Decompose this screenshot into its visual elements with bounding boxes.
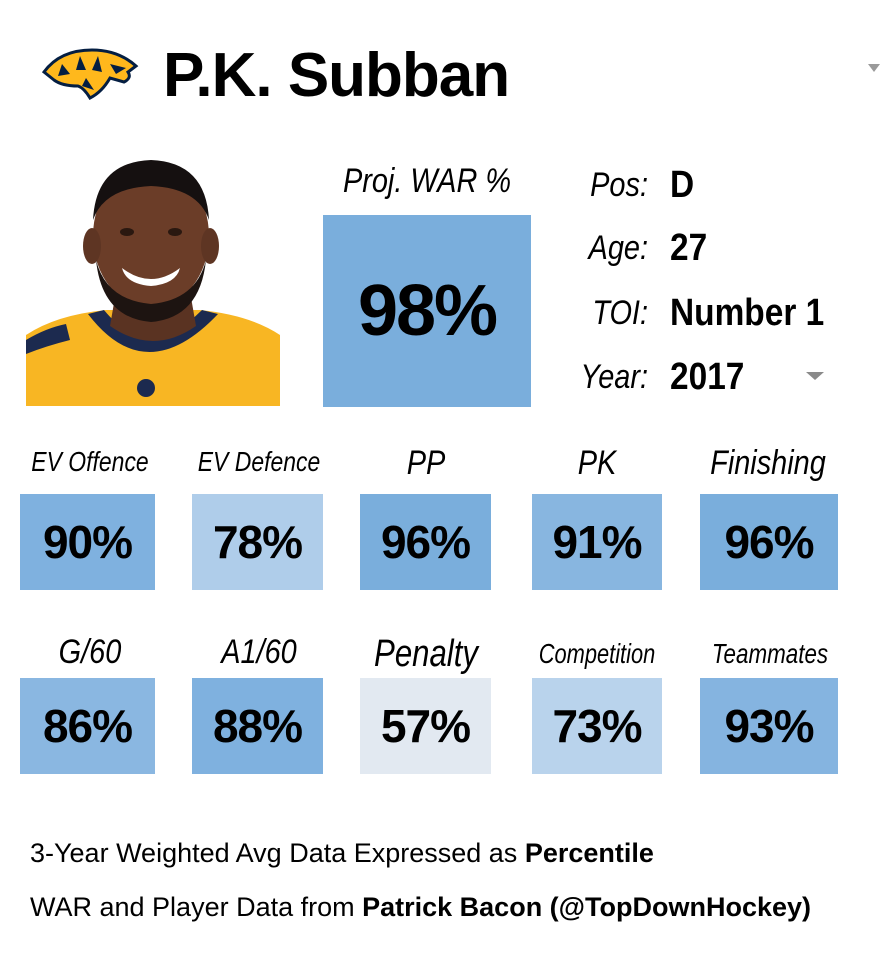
footer-text: WAR and Player Data from [30, 892, 363, 922]
stat-box-g60: 86% [20, 678, 155, 774]
info-label: Age: [588, 228, 648, 267]
year-select[interactable]: Year: 2017 [560, 352, 755, 402]
war-value: 98% [357, 271, 498, 351]
stat-value: 93% [724, 700, 814, 752]
stat-value: 96% [380, 516, 471, 568]
stat-label-penalty: Penalty [374, 633, 478, 675]
caret-down-icon[interactable] [868, 62, 880, 74]
footer-bold: Percentile [524, 838, 654, 868]
caret-down-icon[interactable] [806, 372, 824, 380]
footer-line-1: 3-Year Weighted Avg Data Expressed as Pe… [30, 838, 654, 869]
stat-value: 78% [212, 516, 303, 568]
info-value: Number 1 [670, 291, 825, 334]
info-row-age: Age: 27 [560, 223, 712, 273]
stat-value: 86% [42, 700, 133, 752]
info-label: Pos: [590, 165, 648, 204]
stat-label-a160: A1/60 [221, 633, 297, 671]
info-value: 27 [670, 226, 708, 269]
stat-value: 57% [380, 700, 471, 752]
info-row-toi: TOI: Number 1 [560, 288, 845, 338]
war-value-box: 98% [323, 215, 531, 407]
stat-box-ev-defence: 78% [192, 494, 323, 590]
player-name: P.K. Subban [163, 41, 510, 110]
stat-label-teammates: Teammates [711, 638, 829, 669]
stat-value: 90% [42, 516, 133, 568]
stat-box-finishing: 96% [700, 494, 838, 590]
predators-logo-icon [41, 48, 139, 100]
stat-label-g60: G/60 [58, 633, 122, 671]
year-select-value[interactable]: 2017 [670, 355, 745, 398]
footer-line-2: WAR and Player Data from Patrick Bacon (… [30, 892, 811, 923]
stat-box-pk: 91% [532, 494, 662, 590]
stat-value: 88% [212, 700, 303, 752]
info-row-pos: Pos: D [560, 160, 697, 210]
war-label: Proj. WAR % [342, 162, 512, 200]
info-value: D [670, 163, 695, 206]
stat-label-ev-defence: EV Defence [197, 446, 321, 477]
stat-label-ev-offence: EV Offence [31, 446, 149, 477]
stat-box-penalty: 57% [360, 678, 491, 774]
footer-bold: Patrick Bacon (@TopDownHockey) [362, 892, 812, 922]
stat-label-competition: Competition [538, 638, 656, 669]
footer-text: 3-Year Weighted Avg Data Expressed as [30, 838, 525, 868]
stat-label-pp: PP [406, 444, 446, 482]
info-label: TOI: [592, 293, 648, 332]
stat-value: 96% [724, 516, 814, 568]
stat-label-finishing: Finishing [710, 444, 826, 482]
stat-box-competition: 73% [532, 678, 662, 774]
stat-box-ev-offence: 90% [20, 494, 155, 590]
stat-label-pk: PK [577, 444, 617, 482]
stat-value: 91% [552, 516, 642, 568]
info-label: Year: [580, 357, 648, 396]
stat-box-pp: 96% [360, 494, 491, 590]
stat-box-a160: 88% [192, 678, 323, 774]
stat-value: 73% [552, 700, 642, 752]
stat-box-teammates: 93% [700, 678, 838, 774]
player-headshot [26, 150, 280, 406]
